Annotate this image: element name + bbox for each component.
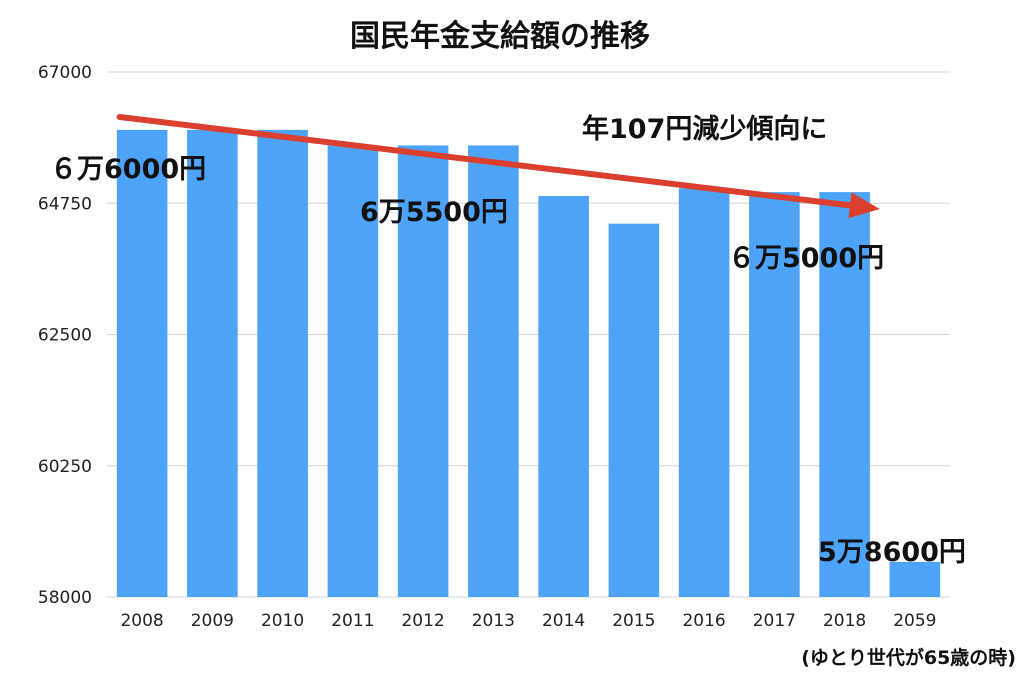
bar-2059: [889, 562, 941, 597]
bar-2010: [257, 129, 308, 597]
y-tick-label: 62500: [38, 326, 92, 346]
x-tick-label: 2017: [753, 611, 796, 631]
x-tick-label: 2014: [542, 611, 585, 631]
trend-arrow-shaft: [116, 114, 853, 209]
y-tick-label: 67000: [38, 63, 92, 83]
bar-2014: [538, 195, 589, 598]
annotation-2017: ６万5000円: [728, 243, 884, 274]
y-tick-label: 64750: [38, 194, 92, 214]
chart-title: 国民年金支給額の推移: [350, 19, 650, 54]
x-tick-label: 2010: [261, 611, 304, 631]
x-tick-label: 2011: [331, 611, 374, 631]
x-tick-label: 2008: [120, 611, 163, 631]
annotation-2008: ６万6000円: [50, 154, 206, 185]
x-tick-label: 2016: [682, 611, 725, 631]
annotation-2012: 6万5500円: [360, 197, 508, 228]
trend-arrow-head: [848, 192, 880, 219]
x-tick-label: 2018: [823, 611, 866, 631]
x-tick-label: 2059: [893, 611, 936, 631]
annotation-2059: 5万8600円: [818, 537, 966, 568]
bars: [116, 129, 941, 598]
x-tick-label: 2012: [401, 611, 444, 631]
bar-2015: [608, 223, 660, 597]
footnote: (ゆとり世代が65歳の時): [801, 646, 1016, 669]
y-tick-label: 58000: [38, 588, 92, 608]
bar-2016: [678, 188, 730, 597]
bar-2009: [187, 129, 238, 597]
x-tick-label: 2009: [191, 611, 234, 631]
x-tick-label: 2013: [472, 611, 515, 631]
bar-2011: [327, 145, 379, 598]
bar-2012: [397, 145, 449, 598]
bar-2018: [819, 192, 870, 597]
x-axis-tick-labels: 2008 2009 2010 2011 2012 2013 2014 2015 2016 2017…: [120, 611, 936, 631]
trend-arrow: [116, 114, 880, 219]
x-tick-label: 2015: [612, 611, 655, 631]
y-tick-label: 60250: [38, 457, 92, 477]
annotation-trend: 年107円減少傾向に: [582, 113, 827, 145]
bar-2017: [749, 192, 800, 597]
bar-2008: [116, 129, 168, 597]
bar-2013: [468, 145, 519, 598]
y-axis-tick-labels: 58000 60250 62500 64750 67000: [38, 63, 92, 608]
